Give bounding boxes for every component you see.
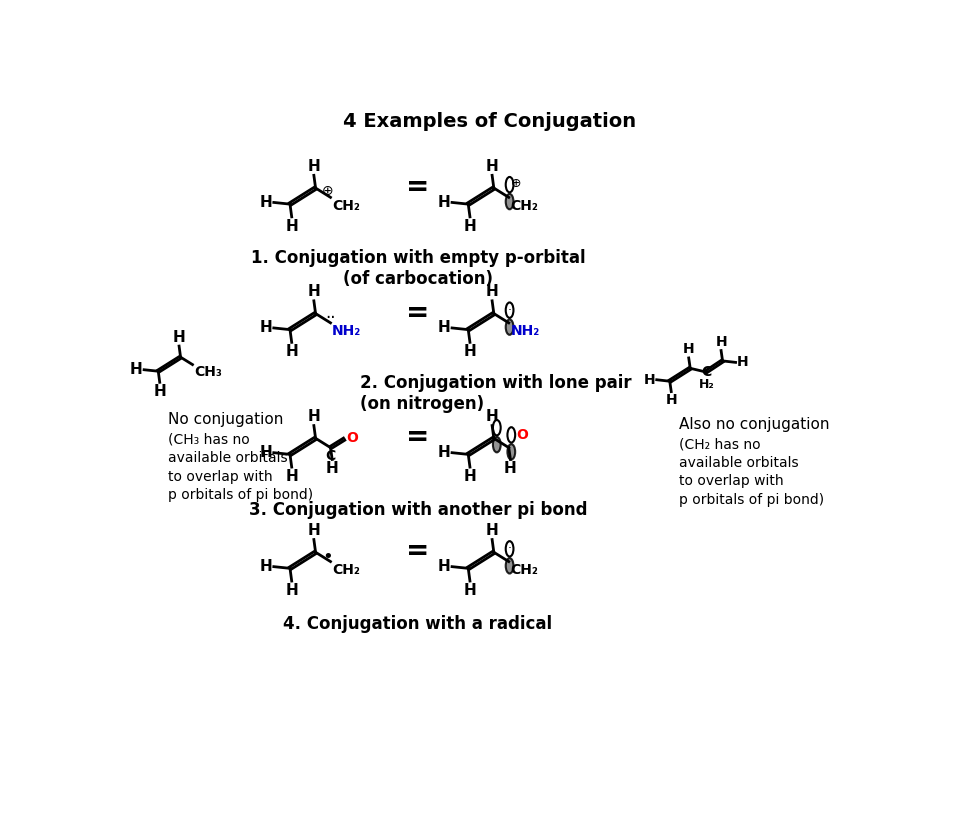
Text: H: H — [464, 344, 476, 359]
Text: H: H — [438, 559, 450, 574]
Text: H: H — [643, 372, 655, 387]
Text: NH₂: NH₂ — [332, 324, 361, 338]
Text: H: H — [504, 461, 517, 476]
Text: H: H — [438, 321, 450, 335]
Text: H: H — [737, 355, 749, 369]
Text: (CH₃ has no
available orbitals
to overlap with
p orbitals of pi bond): (CH₃ has no available orbitals to overla… — [167, 433, 313, 502]
Text: H: H — [173, 330, 185, 344]
Text: 4. Conjugation with a radical: 4. Conjugation with a radical — [283, 615, 553, 633]
Text: CH₃: CH₃ — [194, 365, 222, 379]
Text: (CH₂ has no
available orbitals
to overlap with
p orbitals of pi bond): (CH₂ has no available orbitals to overla… — [679, 437, 824, 506]
Text: 4 Examples of Conjugation: 4 Examples of Conjugation — [343, 112, 637, 131]
Text: ·: · — [508, 303, 511, 316]
Text: H: H — [486, 284, 498, 299]
Text: H: H — [326, 461, 338, 476]
Text: H: H — [153, 384, 166, 399]
Text: H: H — [259, 446, 272, 460]
Text: H: H — [285, 469, 298, 484]
Text: ·: · — [508, 543, 511, 556]
Text: H: H — [285, 219, 298, 233]
Text: H: H — [259, 321, 272, 335]
Text: H: H — [464, 583, 476, 598]
Text: O: O — [517, 428, 529, 442]
Text: H: H — [715, 335, 727, 349]
Text: ⊕: ⊕ — [511, 177, 522, 190]
Text: H: H — [308, 523, 320, 538]
Text: C: C — [325, 449, 336, 463]
Ellipse shape — [493, 437, 501, 452]
Text: H: H — [486, 409, 498, 424]
Text: H: H — [438, 195, 450, 210]
Text: H: H — [308, 284, 320, 299]
Text: CH₂: CH₂ — [332, 199, 360, 213]
Text: ⊕: ⊕ — [321, 183, 333, 197]
Text: H: H — [486, 159, 498, 173]
Text: CH₂: CH₂ — [332, 563, 360, 577]
Text: H: H — [486, 523, 498, 538]
Text: =: = — [406, 538, 429, 566]
Text: •: • — [322, 548, 334, 566]
Ellipse shape — [506, 320, 513, 335]
Text: CH₂: CH₂ — [511, 563, 538, 577]
Ellipse shape — [506, 194, 513, 210]
Text: H: H — [683, 343, 695, 357]
Text: ··: ·· — [325, 309, 336, 327]
Text: 3. Conjugation with another pi bond: 3. Conjugation with another pi bond — [249, 501, 587, 519]
Text: H: H — [464, 219, 476, 233]
Text: H: H — [438, 446, 450, 460]
Text: 2. Conjugation with lone pair
(on nitrogen): 2. Conjugation with lone pair (on nitrog… — [359, 374, 631, 413]
Text: O: O — [346, 432, 358, 446]
Text: =: = — [406, 298, 429, 326]
Text: 1. Conjugation with empty p-orbital
(of carbocation): 1. Conjugation with empty p-orbital (of … — [250, 249, 585, 288]
Ellipse shape — [508, 444, 515, 459]
Text: H: H — [259, 195, 272, 210]
Ellipse shape — [506, 558, 513, 574]
Text: H: H — [464, 469, 476, 484]
Text: No conjugation: No conjugation — [167, 412, 283, 427]
Text: H: H — [308, 159, 320, 173]
Text: H₂: H₂ — [699, 378, 714, 391]
Text: CH₂: CH₂ — [511, 199, 538, 213]
Text: NH₂: NH₂ — [511, 324, 540, 338]
Text: H: H — [259, 559, 272, 574]
Text: =: = — [406, 173, 429, 201]
Text: H: H — [130, 363, 142, 377]
Text: =: = — [406, 423, 429, 451]
Text: H: H — [285, 344, 298, 359]
Text: C: C — [702, 365, 711, 379]
Text: H: H — [308, 409, 320, 424]
Text: H: H — [665, 393, 677, 407]
Text: H: H — [285, 583, 298, 598]
Text: Also no conjugation: Also no conjugation — [679, 418, 830, 432]
